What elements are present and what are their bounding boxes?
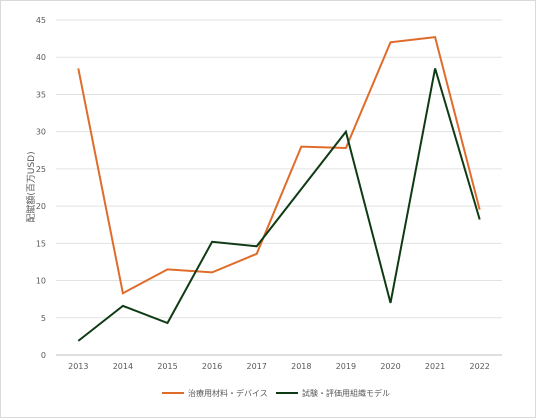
x-tick-label: 2019	[336, 362, 356, 371]
y-tick-label: 25	[36, 165, 46, 174]
series-line-0	[77, 36, 481, 295]
x-tick-label: 2020	[380, 362, 400, 371]
y-axis-label: 配賦額(百万USD)	[25, 151, 37, 222]
y-tick-label: 30	[36, 128, 46, 137]
legend-label: 治療用材料・デバイス	[188, 388, 268, 398]
series-lines	[77, 36, 481, 342]
series-line-1	[77, 68, 481, 342]
x-tick-label: 2014	[113, 362, 133, 371]
y-tick-label: 0	[41, 351, 46, 360]
x-tick-label: 2017	[247, 362, 267, 371]
x-tick-label: 2016	[202, 362, 222, 371]
legend-label: 試験・評価用組織モデル	[302, 388, 390, 398]
y-tick-label: 45	[36, 16, 46, 25]
legend: 治療用材料・デバイス 試験・評価用組織モデル	[162, 388, 390, 398]
y-axis-ticks: 0 5 10 15 20 25 30 35 40 45	[36, 16, 46, 360]
gridlines	[56, 19, 502, 356]
y-tick-label: 35	[36, 90, 46, 99]
y-tick-label: 15	[36, 239, 46, 248]
y-tick-label: 20	[36, 202, 46, 211]
y-tick-label: 40	[36, 53, 46, 62]
y-tick-label: 10	[36, 277, 46, 286]
x-tick-label: 2013	[68, 362, 88, 371]
x-tick-label: 2021	[425, 362, 445, 371]
x-tick-label: 2015	[157, 362, 177, 371]
x-tick-label: 2018	[291, 362, 311, 371]
y-tick-label: 5	[41, 314, 46, 323]
x-tick-label: 2022	[470, 362, 490, 371]
x-axis-ticks: 2013 2014 2015 2016 2017 2018 2019 2020 2021 2022	[68, 362, 490, 371]
